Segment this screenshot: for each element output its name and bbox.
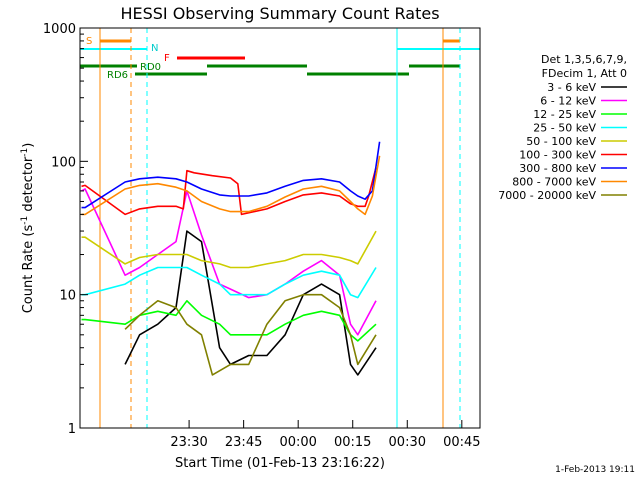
x-tick-label: 00:00 xyxy=(279,435,316,450)
series-line-3 xyxy=(81,266,377,299)
legend-label: 6 - 12 keV xyxy=(540,95,596,108)
legend-label: 300 - 800 keV xyxy=(519,162,596,175)
series-line-4 xyxy=(81,230,377,269)
legend-label: 12 - 25 keV xyxy=(533,108,596,121)
series-group xyxy=(81,141,381,376)
x-axis-label: Start Time (01-Feb-13 23:16:22) xyxy=(175,456,385,471)
legend-label: 7000 - 20000 keV xyxy=(498,189,596,202)
legend-label: 3 - 6 keV xyxy=(547,81,596,94)
series-line-6 xyxy=(81,141,381,209)
annotation-F: F xyxy=(164,53,170,64)
annotation-N: N xyxy=(151,43,158,54)
legend-header-2: FDecim 1, Att 0 xyxy=(542,67,627,80)
annotation-S: S xyxy=(86,36,92,47)
y-axis-label: Count Rate (s-1 detector-1) xyxy=(20,143,36,314)
y-tick-label: 1000 xyxy=(43,22,76,37)
legend-header-1: Det 1,3,5,6,7,9, xyxy=(541,53,627,66)
x-tick-label: 23:30 xyxy=(170,435,207,450)
chart-title: HESSI Observing Summary Count Rates xyxy=(120,4,439,23)
legend-label: 50 - 100 keV xyxy=(526,135,596,148)
legend-label: 25 - 50 keV xyxy=(533,122,596,135)
legend-label: 800 - 7000 keV xyxy=(512,176,596,189)
legend-label: 100 - 300 keV xyxy=(519,149,596,162)
y-tick-label: 10 xyxy=(59,289,76,304)
series-line-2 xyxy=(81,299,377,342)
footer-date: 1-Feb-2013 19:11 xyxy=(555,465,635,475)
y-tick-label: 1 xyxy=(68,422,76,437)
series-line-7 xyxy=(81,155,381,216)
annotation-RD0: RD0 xyxy=(140,62,161,73)
axis-ticks: 23:30 23:45 00:00 00:15 00:30 00:45 1 10 100 1000 xyxy=(43,22,481,450)
plot-frame xyxy=(79,27,481,429)
y-tick-label: 100 xyxy=(51,155,76,170)
annotation-RD6: RD6 xyxy=(107,70,128,81)
x-tick-label: 00:15 xyxy=(334,435,371,450)
series-line-8 xyxy=(124,293,377,376)
x-tick-label: 00:45 xyxy=(443,435,480,450)
regime-bars xyxy=(80,28,480,428)
series-line-5 xyxy=(81,167,377,216)
legend: Det 1,3,5,6,7,9, FDecim 1, Att 0 3 - 6 k… xyxy=(498,53,627,202)
x-tick-label: 00:30 xyxy=(389,435,426,450)
x-tick-label: 23:45 xyxy=(225,435,262,450)
